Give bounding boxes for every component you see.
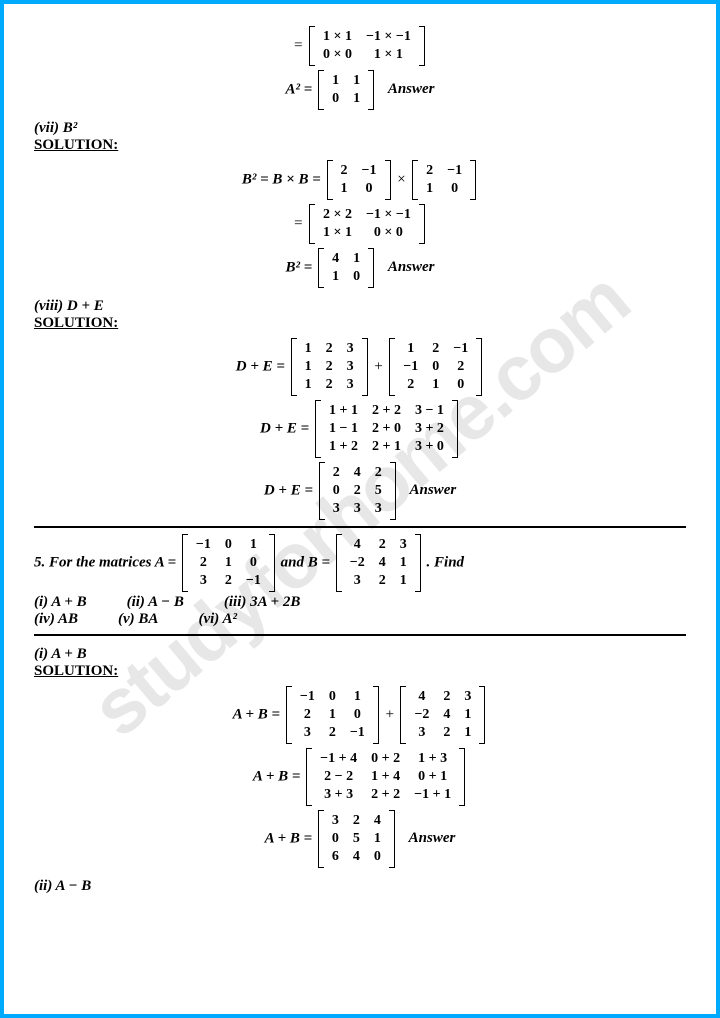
eq-de: D + E = 123123123 + 12−1−102210: [34, 338, 686, 396]
eq-b2-result: B² = 4110 Answer: [34, 248, 686, 288]
matrix: 242025333: [319, 462, 396, 520]
matrix: 12−1−102210: [389, 338, 482, 396]
matrix: −10121032−1: [286, 686, 379, 744]
eq-b2-expand: B² = B × B = 2−110 × 2−110: [34, 160, 686, 200]
eq-ab-step: A + B = −1 + 40 + 21 + 32 − 21 + 40 + 13…: [34, 748, 686, 806]
matrix: 423−241321: [336, 534, 421, 592]
eq-a2: A² = 1101 Answer: [34, 70, 686, 110]
page-content: = 1 × 1−1 × −10 × 01 × 1 A² = 1101 Answe…: [4, 4, 716, 913]
label-vii: (vii) B²: [34, 120, 686, 137]
matrix: 423−241321: [400, 686, 485, 744]
matrix: 123123123: [291, 338, 368, 396]
eq-b2-step: = 2 × 2−1 × −11 × 10 × 0: [34, 204, 686, 244]
question-5: 5. For the matrices A = −10121032−1 and …: [34, 534, 686, 592]
eq-step: = 1 × 1−1 × −10 × 01 × 1: [34, 26, 686, 66]
label-5i: (i) A + B: [34, 646, 686, 663]
matrix: 324051640: [318, 810, 395, 868]
eq-ab: A + B = −10121032−1 + 423−241321: [34, 686, 686, 744]
matrix: 2 × 2−1 × −11 × 10 × 0: [309, 204, 425, 244]
q5-options-row2: (iv) AB(v) BA(vi) A²: [34, 611, 686, 628]
eq-ab-result: A + B = 324051640 Answer: [34, 810, 686, 868]
divider: [34, 634, 686, 636]
divider: [34, 526, 686, 528]
matrix: −10121032−1: [182, 534, 275, 592]
label-5ii: (ii) A − B: [34, 878, 686, 895]
matrix: 2−110: [327, 160, 391, 200]
label-viii: (viii) D + E: [34, 298, 686, 315]
matrix: 4110: [318, 248, 374, 288]
matrix: 1101: [318, 70, 374, 110]
solution-heading: SOLUTION:: [34, 137, 686, 154]
q5-options-row1: (i) A + B(ii) A − B(iii) 3A + 2B: [34, 594, 686, 611]
solution-heading: SOLUTION:: [34, 315, 686, 332]
solution-heading: SOLUTION:: [34, 663, 686, 680]
matrix: 2−110: [412, 160, 476, 200]
matrix: −1 + 40 + 21 + 32 − 21 + 40 + 13 + 32 + …: [306, 748, 465, 806]
matrix: 1 × 1−1 × −10 × 01 × 1: [309, 26, 425, 66]
matrix: 1 + 12 + 23 − 11 − 12 + 03 + 21 + 22 + 1…: [315, 400, 458, 458]
eq-de-step: D + E = 1 + 12 + 23 − 11 − 12 + 03 + 21 …: [34, 400, 686, 458]
eq-de-result: D + E = 242025333 Answer: [34, 462, 686, 520]
